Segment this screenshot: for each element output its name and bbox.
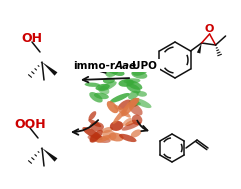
Ellipse shape <box>89 92 103 103</box>
Ellipse shape <box>129 103 143 116</box>
Ellipse shape <box>113 106 129 124</box>
Ellipse shape <box>105 68 118 77</box>
Ellipse shape <box>125 120 136 126</box>
Ellipse shape <box>85 83 100 87</box>
Ellipse shape <box>121 98 137 116</box>
Ellipse shape <box>87 135 111 143</box>
Ellipse shape <box>110 93 130 103</box>
Text: Aae: Aae <box>115 61 137 71</box>
Polygon shape <box>197 43 201 53</box>
Ellipse shape <box>122 122 141 131</box>
Ellipse shape <box>110 121 123 131</box>
FancyBboxPatch shape <box>76 59 160 72</box>
Ellipse shape <box>101 127 113 133</box>
Ellipse shape <box>128 99 139 107</box>
Ellipse shape <box>122 118 132 126</box>
Text: O: O <box>205 24 214 34</box>
Ellipse shape <box>128 91 139 99</box>
Text: immo-r: immo-r <box>73 61 115 71</box>
Ellipse shape <box>88 111 96 120</box>
Ellipse shape <box>112 69 125 76</box>
Ellipse shape <box>124 78 141 84</box>
Ellipse shape <box>99 81 117 91</box>
Ellipse shape <box>82 127 103 140</box>
Ellipse shape <box>133 98 152 108</box>
Ellipse shape <box>90 122 104 131</box>
Ellipse shape <box>108 133 124 142</box>
Ellipse shape <box>129 100 141 106</box>
Ellipse shape <box>132 115 142 125</box>
Ellipse shape <box>114 105 131 118</box>
Ellipse shape <box>95 84 110 91</box>
Ellipse shape <box>118 100 131 110</box>
Text: UPO: UPO <box>132 61 157 71</box>
Text: OOH: OOH <box>14 118 46 130</box>
Ellipse shape <box>103 77 115 84</box>
Ellipse shape <box>108 66 119 74</box>
Ellipse shape <box>88 119 101 127</box>
Ellipse shape <box>98 86 109 94</box>
Ellipse shape <box>102 130 116 141</box>
Ellipse shape <box>107 101 118 113</box>
Ellipse shape <box>94 93 109 99</box>
Polygon shape <box>42 62 57 76</box>
Ellipse shape <box>96 135 111 143</box>
Ellipse shape <box>119 134 137 142</box>
Ellipse shape <box>136 91 147 97</box>
Ellipse shape <box>126 83 141 93</box>
Ellipse shape <box>126 80 142 90</box>
Polygon shape <box>42 148 57 162</box>
Ellipse shape <box>132 66 149 76</box>
Ellipse shape <box>128 98 139 108</box>
Text: OH: OH <box>21 32 42 44</box>
Ellipse shape <box>89 133 99 143</box>
Ellipse shape <box>131 70 147 79</box>
Ellipse shape <box>90 130 103 142</box>
Ellipse shape <box>131 129 141 137</box>
Ellipse shape <box>119 79 134 87</box>
